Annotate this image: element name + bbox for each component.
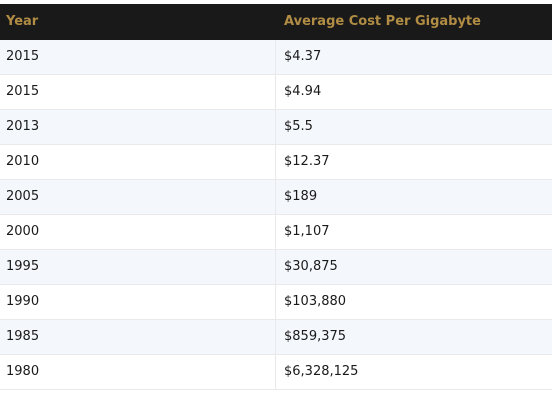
table-header-row: Year Average Cost Per Gigabyte xyxy=(0,4,552,40)
year-cell: 1985 xyxy=(0,319,276,355)
cost-cell: $859,375 xyxy=(284,328,347,344)
year-cell: 1990 xyxy=(0,284,276,320)
cost-cell: $5.5 xyxy=(284,118,313,134)
table-row: 2010 $12.37 xyxy=(0,144,552,180)
year-cell: 2015 xyxy=(0,39,276,75)
year-cell: 2015 xyxy=(0,74,276,110)
year-cell: 1980 xyxy=(0,354,276,390)
table-row: 1995 $30,875 xyxy=(0,249,552,285)
table-row: 2013 $5.5 xyxy=(0,109,552,145)
table-row: 2005 $189 xyxy=(0,179,552,215)
table-row: 2015 $4.94 xyxy=(0,74,552,110)
header-year: Year xyxy=(6,14,39,29)
year-cell: 1995 xyxy=(0,249,276,285)
year-cell: 2010 xyxy=(0,144,276,180)
cost-cell: $4.37 xyxy=(284,48,322,64)
table-body: 2015 $4.37 2015 $4.94 2013 $5.5 2010 $12.37 2005… xyxy=(0,39,552,390)
year-cell: 2005 xyxy=(0,179,276,215)
cost-cell: $103,880 xyxy=(284,293,347,309)
cost-cell: $6,328,125 xyxy=(284,363,359,379)
table-row: 1990 $103,880 xyxy=(0,284,552,320)
header-average-cost: Average Cost Per Gigabyte xyxy=(284,14,481,29)
cost-cell: $12.37 xyxy=(284,153,330,169)
cost-per-gigabyte-table: Year Average Cost Per Gigabyte 2015 $4.37… xyxy=(0,4,552,390)
cost-cell: $189 xyxy=(284,188,318,204)
table-row: 2015 $4.37 xyxy=(0,39,552,75)
table-row: 1980 $6,328,125 xyxy=(0,354,552,390)
cost-cell: $4.94 xyxy=(284,83,322,99)
table-row: 2000 $1,107 xyxy=(0,214,552,250)
cost-cell: $1,107 xyxy=(284,223,330,239)
cost-cell: $30,875 xyxy=(284,258,338,274)
year-cell: 2013 xyxy=(0,109,276,145)
table-row: 1985 $859,375 xyxy=(0,319,552,355)
year-cell: 2000 xyxy=(0,214,276,250)
